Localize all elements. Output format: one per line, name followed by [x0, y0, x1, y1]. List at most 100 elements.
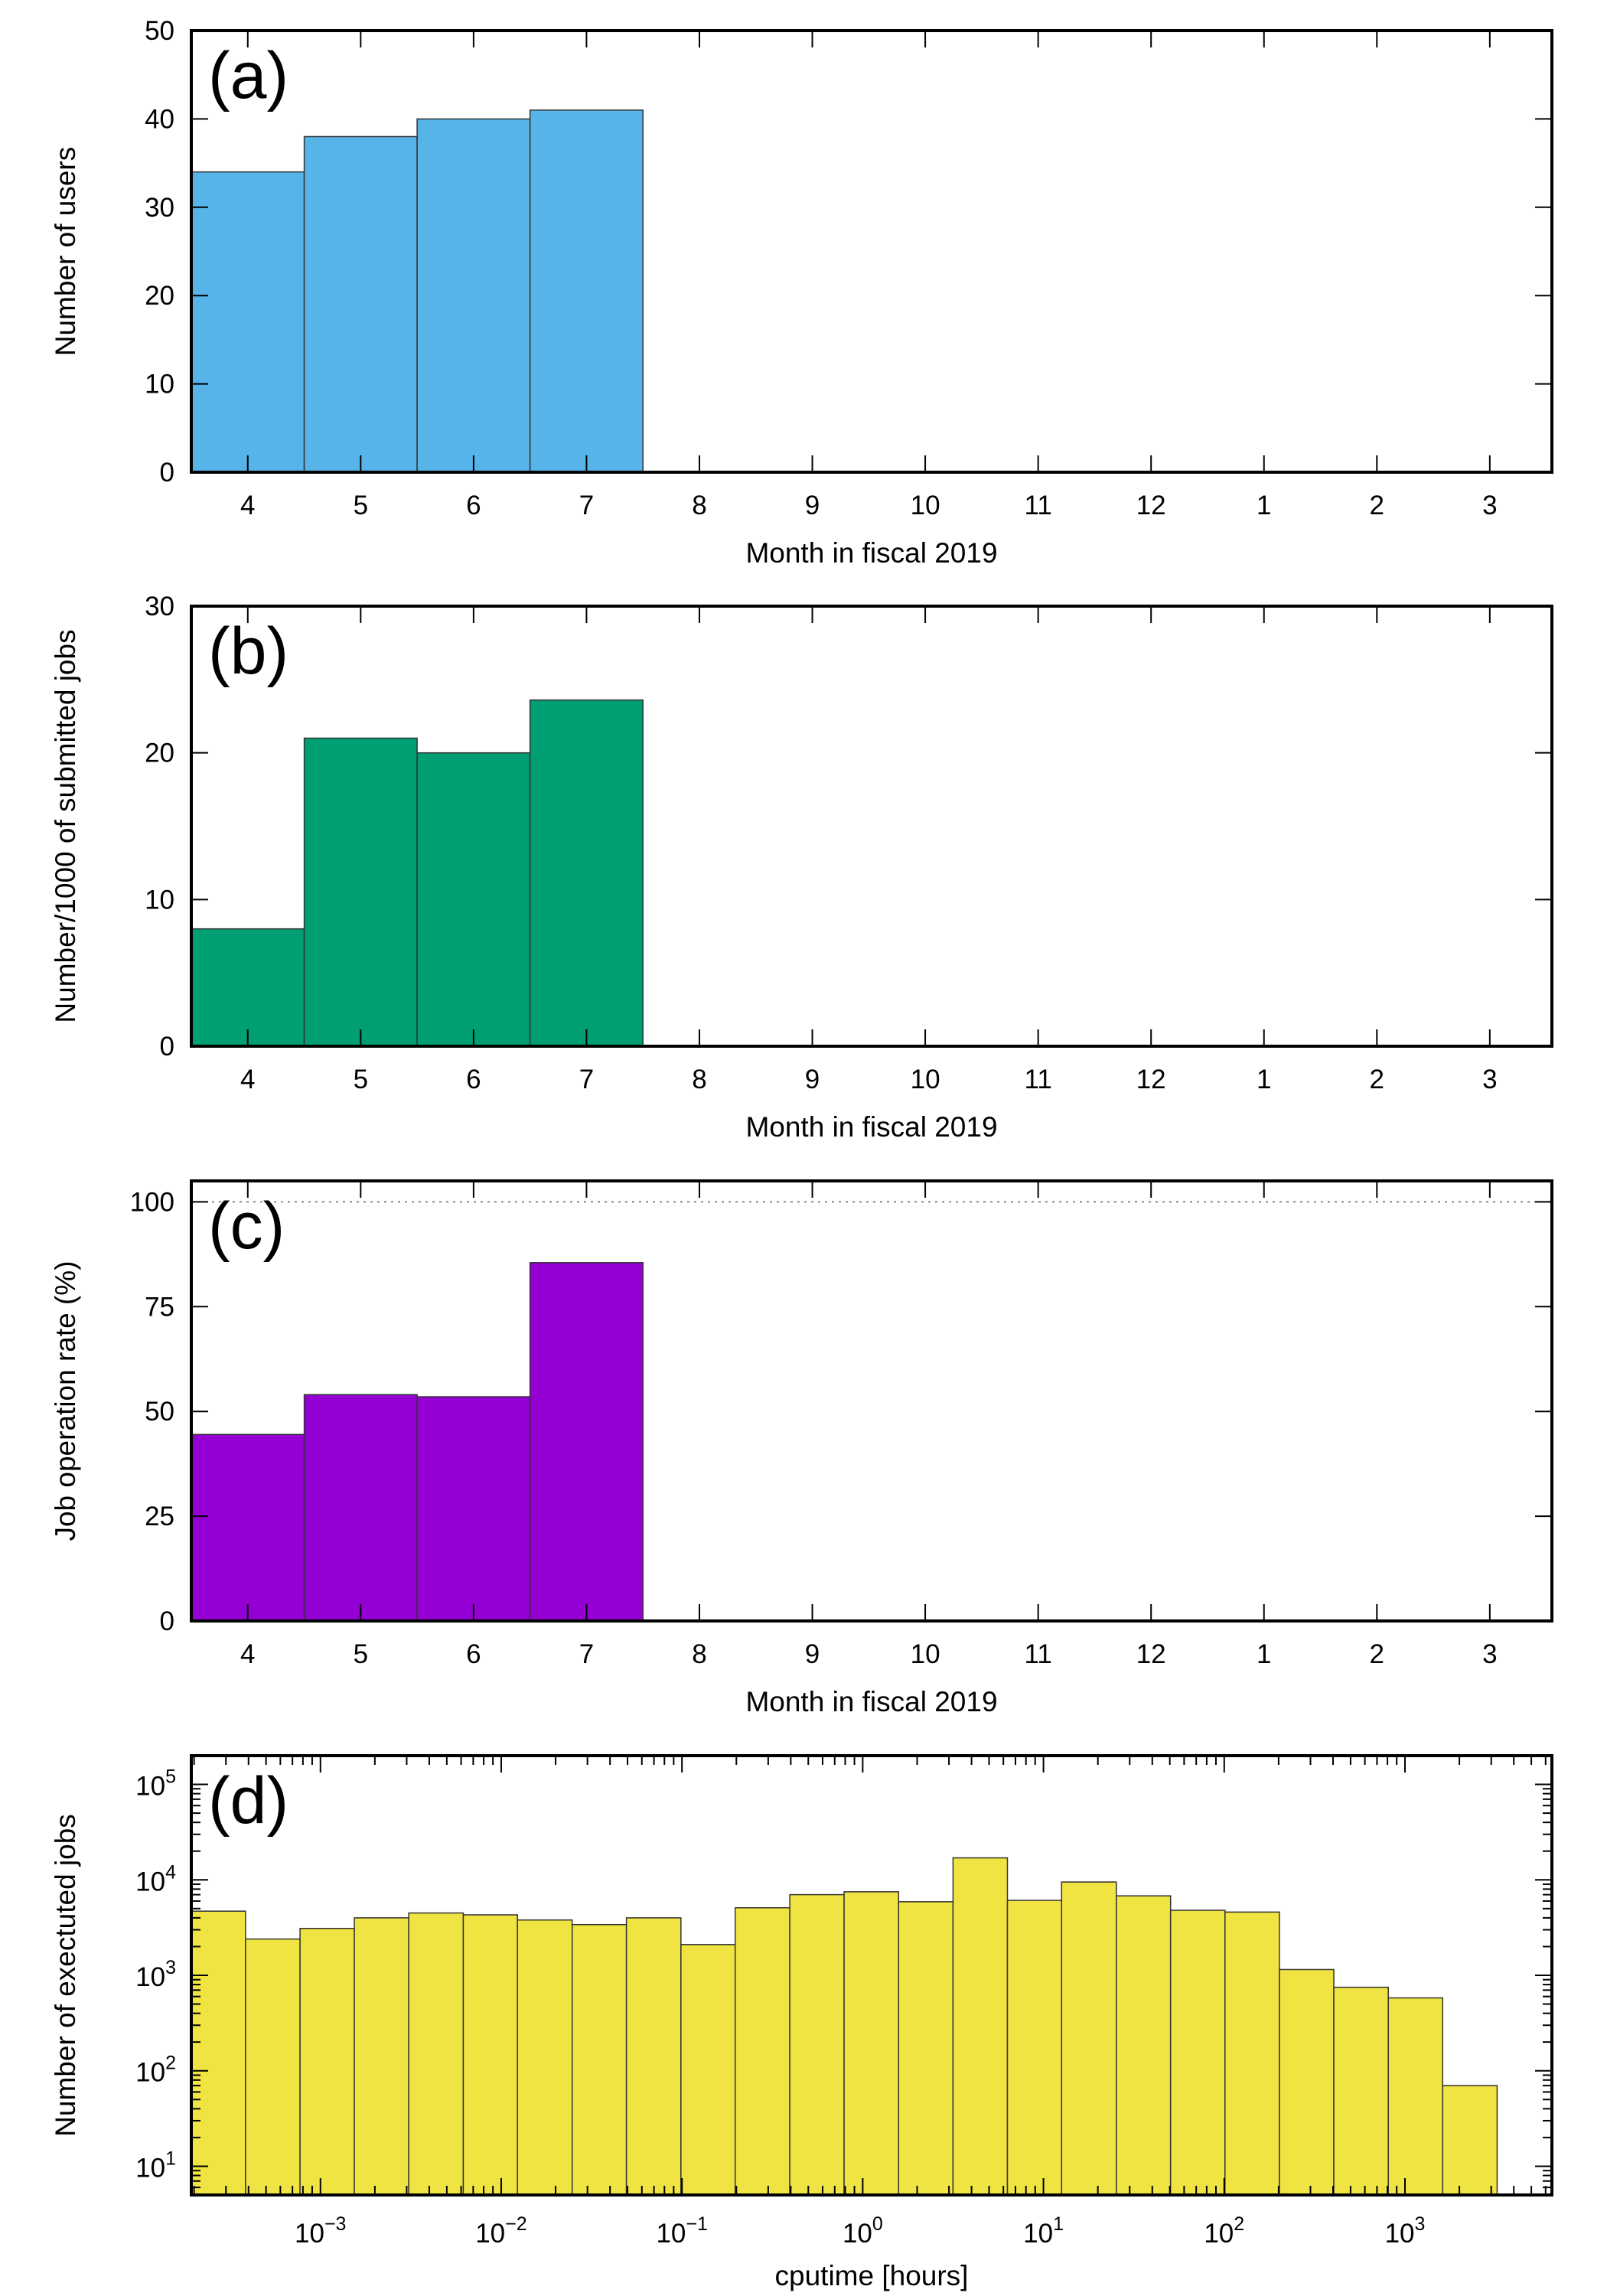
histogram-bar: [1061, 1881, 1117, 2196]
y-tick-label: 25: [145, 1502, 174, 1531]
histogram-bar: [734, 1906, 790, 2196]
histogram-bar: [462, 1914, 518, 2196]
x-tick-label: 12: [1136, 1639, 1166, 1669]
x-tick-label: 5: [354, 1639, 368, 1669]
y-tick-exponent: 5: [165, 1766, 176, 1788]
y-tick-label: 20: [145, 739, 174, 768]
x-tick-label: 6: [466, 1639, 481, 1669]
histogram-bar: [1224, 1911, 1280, 2196]
panel-tag: (c): [208, 1189, 285, 1263]
x-tick-label: 10: [911, 1065, 940, 1094]
x-axis-label: cputime [hours]: [775, 2260, 969, 2291]
histogram-bar: [1387, 1997, 1444, 2196]
y-tick-label: 0: [160, 1606, 174, 1636]
bar-7: [529, 109, 644, 473]
bar-5: [303, 1394, 418, 1622]
x-tick-label: 11: [1024, 1639, 1051, 1669]
histogram-bar: [408, 1912, 464, 2196]
bar-5: [303, 737, 418, 1047]
y-tick-exponent: 3: [165, 1957, 176, 1978]
histogram-bar: [1116, 1895, 1172, 2196]
y-tick-label: 0: [160, 458, 174, 488]
panel-d: 10−3 10−2 10−1 100 101 102 103101102103104105c…: [50, 1754, 1553, 2291]
x-tick-label: 3: [1482, 1639, 1497, 1669]
x-tick-base: 10: [475, 2219, 505, 2249]
x-tick-base: 10: [656, 2219, 686, 2249]
x-tick-exponent: −2: [505, 2213, 527, 2235]
x-tick-base: 10: [1204, 2219, 1234, 2249]
x-tick-label: 11: [1024, 1065, 1051, 1094]
y-tick-exponent: 1: [165, 2148, 176, 2169]
y-tick-label: 103: [135, 1957, 176, 1992]
histogram-bar: [843, 1891, 900, 2196]
x-tick-label: 3: [1482, 1065, 1497, 1094]
y-tick-label: 50: [145, 1397, 174, 1427]
histogram-bar: [299, 1927, 355, 2196]
histogram-bar: [1333, 1986, 1389, 2196]
x-tick-label: 102: [1204, 2213, 1244, 2249]
x-tick-label: 100: [843, 2213, 883, 2249]
plot-frame: [190, 1179, 1553, 1623]
x-tick-label: 101: [1023, 2213, 1064, 2249]
x-tick-label: 2: [1370, 1065, 1384, 1094]
x-tick-label: 10: [911, 1639, 940, 1669]
panel-tag: (b): [208, 615, 288, 688]
y-tick-label: 105: [135, 1766, 176, 1802]
histogram-bar: [952, 1857, 1009, 2196]
x-tick-label: 8: [692, 491, 706, 520]
x-tick-label: 9: [805, 1639, 820, 1669]
x-tick-label: 9: [805, 491, 820, 520]
y-axis-label: Number of users: [50, 147, 81, 357]
x-tick-label: 10−3: [295, 2213, 346, 2249]
x-tick-base: 10: [1023, 2219, 1053, 2249]
x-tick-label: 10−2: [475, 2213, 526, 2249]
bar-6: [416, 118, 531, 473]
plot-frame: [190, 605, 1553, 1048]
x-tick-label: 10: [911, 491, 940, 520]
x-tick-label: 11: [1024, 491, 1051, 520]
x-tick-label: 1: [1257, 491, 1271, 520]
x-tick-label: 2: [1370, 1639, 1384, 1669]
panel-tag: (d): [208, 1764, 288, 1838]
histogram-bar: [245, 1938, 301, 2196]
x-tick-label: 4: [240, 491, 255, 520]
x-tick-label: 3: [1482, 491, 1497, 520]
x-tick-exponent: 2: [1234, 2213, 1244, 2235]
y-tick-label: 20: [145, 281, 174, 311]
x-tick-label: 7: [579, 1065, 594, 1094]
x-tick-exponent: 0: [872, 2213, 883, 2235]
x-axis-label: Month in fiscal 2019: [745, 1111, 997, 1143]
x-tick-base: 10: [295, 2219, 324, 2249]
x-tick-label: 4: [240, 1065, 255, 1094]
x-tick-exponent: 3: [1415, 2213, 1426, 2235]
x-tick-exponent: −3: [324, 2213, 347, 2235]
histogram-bar: [1279, 1968, 1335, 2196]
histogram-bar: [1169, 1910, 1226, 2196]
x-tick-label: 103: [1385, 2213, 1426, 2249]
y-tick-label: 10: [145, 370, 174, 400]
y-tick-label: 75: [145, 1292, 174, 1322]
bar-6: [416, 1396, 531, 1622]
histogram-bar: [1006, 1900, 1063, 2196]
y-tick-base: 10: [135, 1772, 165, 1802]
x-tick-label: 1: [1257, 1065, 1271, 1094]
y-tick-label: 10: [145, 885, 174, 915]
x-tick-label: 12: [1136, 491, 1166, 520]
plot-frame: [190, 1754, 1553, 2197]
x-axis-label: Month in fiscal 2019: [745, 1686, 997, 1717]
panel-tag: (a): [208, 39, 288, 113]
y-tick-label: 100: [130, 1187, 174, 1217]
histogram-bar: [1442, 2085, 1498, 2196]
bar-7: [529, 1262, 644, 1622]
bar-6: [416, 752, 531, 1047]
x-tick-label: 7: [579, 491, 594, 520]
histogram-bar: [789, 1893, 845, 2196]
y-tick-label: 104: [135, 1861, 176, 1896]
y-tick-base: 10: [135, 1962, 165, 1992]
histogram-bar: [571, 1923, 627, 2196]
y-tick-label: 102: [135, 2053, 176, 2088]
x-tick-label: 10−1: [656, 2213, 707, 2249]
